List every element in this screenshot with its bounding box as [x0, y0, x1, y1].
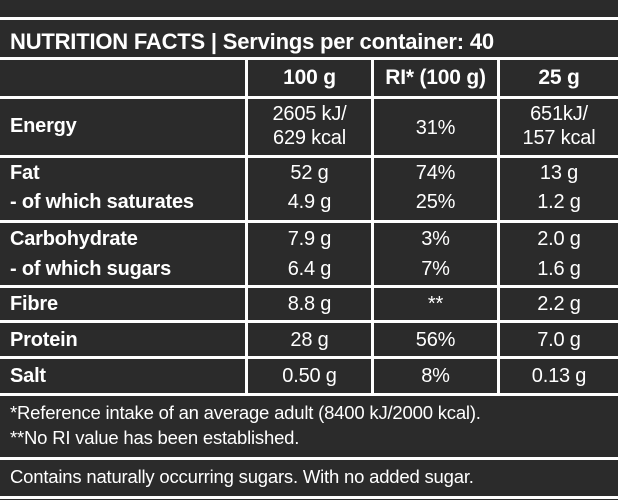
- footnote-no-ri: **No RI value has been established.: [10, 427, 300, 448]
- row-label-saturates: - of which saturates: [10, 191, 194, 213]
- fibre-per-100g: 8.8 g: [287, 293, 332, 315]
- carbohydrate-per-serving: 2.0 g: [537, 228, 581, 250]
- carbohydrate-ri: 3%: [421, 228, 450, 250]
- row-label-carbohydrate: Carbohydrate: [10, 228, 138, 250]
- fat-per-serving: 13 g: [539, 162, 579, 184]
- row-label-protein: Protein: [10, 329, 78, 351]
- fibre-per-serving: 2.2 g: [537, 293, 581, 315]
- rule-under-carbohydrate: [0, 285, 618, 288]
- sugars-ri: 7%: [421, 258, 450, 280]
- carbohydrate-per-100g: 7.9 g: [287, 228, 332, 250]
- rule-bottom: [0, 496, 618, 499]
- saturates-per-serving: 1.2 g: [537, 191, 581, 213]
- energy-per-serving-kj: 651kJ/: [530, 103, 588, 125]
- salt-ri: 8%: [421, 365, 450, 387]
- salt-per-100g: 0.50 g: [282, 365, 337, 387]
- rule-under-salt: [0, 393, 618, 396]
- saturates-ri: 25%: [415, 191, 456, 213]
- column-header-ri: RI* (100 g): [385, 66, 486, 89]
- energy-per-100g-kcal: 629 kcal: [273, 127, 346, 149]
- energy-per-serving-kcal: 157 kcal: [522, 127, 596, 149]
- row-label-fat: Fat: [10, 162, 40, 184]
- rule-under-protein: [0, 356, 618, 359]
- protein-per-serving: 7.0 g: [537, 329, 581, 351]
- fibre-ri: **: [427, 293, 444, 315]
- column-divider-2: [371, 59, 374, 395]
- column-divider-3: [497, 59, 500, 395]
- sugar-statement: Contains naturally occurring sugars. Wit…: [10, 466, 474, 487]
- row-label-salt: Salt: [10, 365, 46, 387]
- column-header-per-100g: 100 g: [283, 66, 336, 89]
- rule-under-columns: [0, 96, 618, 99]
- table-title: NUTRITION FACTS | Servings per container…: [10, 29, 494, 54]
- protein-ri: 56%: [415, 329, 456, 351]
- rule-under-fat: [0, 220, 618, 223]
- saturates-per-100g: 4.9 g: [287, 191, 332, 213]
- rule-top: [0, 17, 618, 20]
- row-label-sugars: - of which sugars: [10, 258, 172, 280]
- fat-per-100g: 52 g: [290, 162, 329, 184]
- fat-ri: 74%: [415, 162, 456, 184]
- energy-per-100g-kj: 2605 kJ/: [272, 103, 347, 125]
- rule-under-title: [0, 57, 618, 60]
- column-header-per-serving: 25 g: [538, 66, 580, 89]
- energy-per-100g: 2605 kJ/ 629 kcal: [248, 102, 371, 150]
- row-label-fibre: Fibre: [10, 293, 58, 315]
- row-label-energy: Energy: [10, 115, 77, 137]
- sugars-per-100g: 6.4 g: [287, 258, 332, 280]
- column-divider-1: [245, 59, 248, 395]
- energy-per-serving: 651kJ/ 157 kcal: [500, 102, 618, 150]
- rule-under-fibre: [0, 320, 618, 323]
- rule-above-bottom-note: [0, 457, 618, 460]
- protein-per-100g: 28 g: [290, 329, 329, 351]
- rule-under-energy: [0, 155, 618, 158]
- energy-ri: 31%: [415, 117, 456, 139]
- salt-per-serving: 0.13 g: [531, 365, 587, 387]
- footnote-reference-intake: *Reference intake of an average adult (8…: [10, 402, 481, 423]
- sugars-per-serving: 1.6 g: [537, 258, 581, 280]
